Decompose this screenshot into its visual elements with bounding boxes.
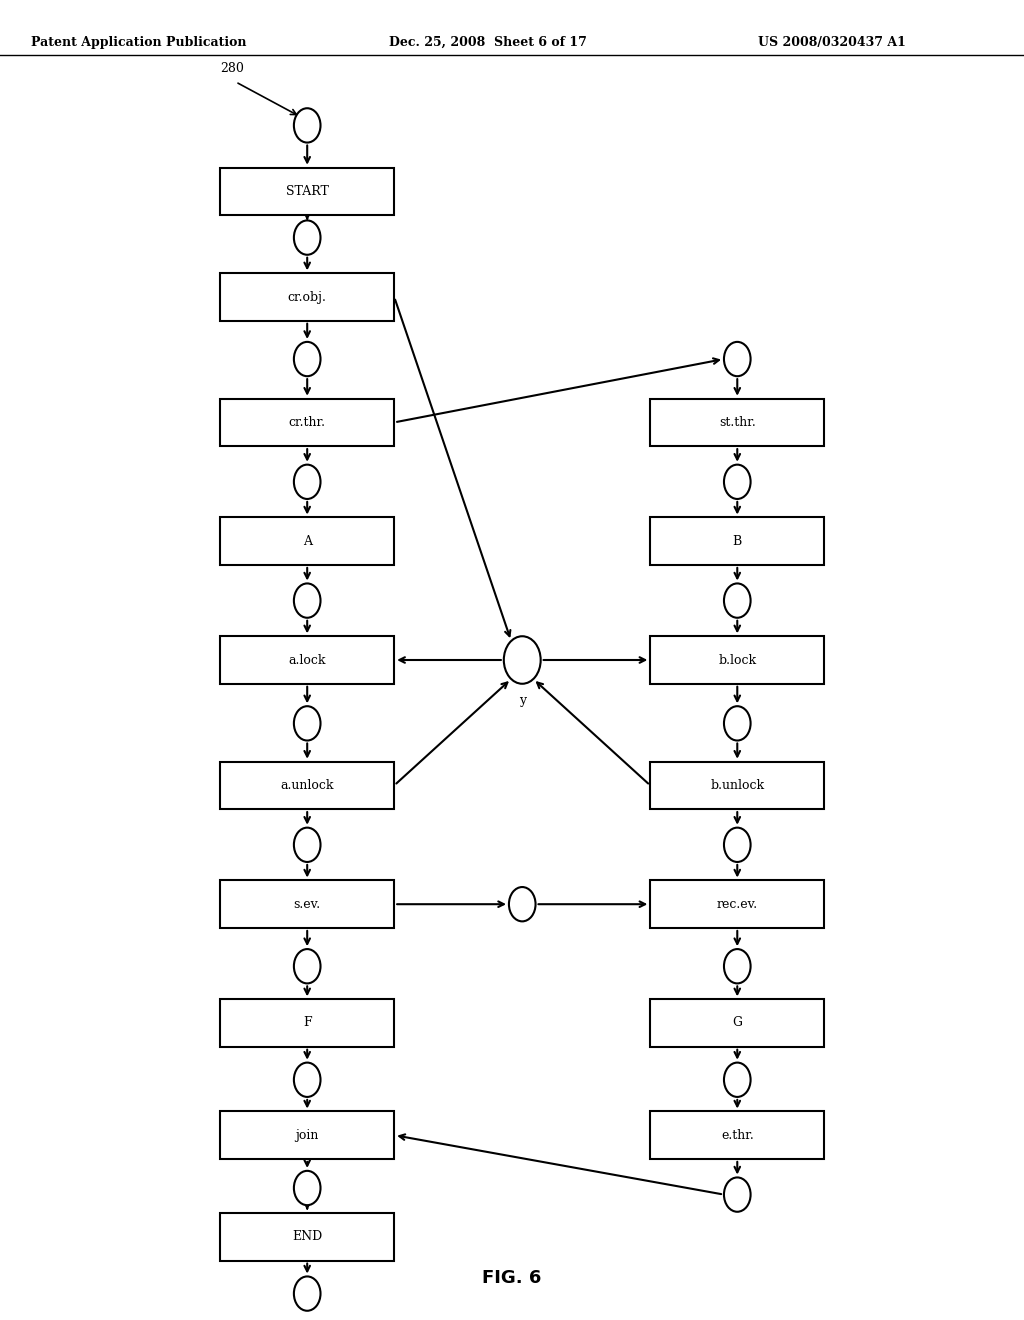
Text: Patent Application Publication: Patent Application Publication <box>31 36 246 49</box>
Bar <box>650 517 824 565</box>
Bar <box>220 762 394 809</box>
Bar <box>220 399 394 446</box>
Bar <box>220 273 394 321</box>
Text: join: join <box>296 1129 318 1142</box>
Circle shape <box>509 887 536 921</box>
Circle shape <box>724 342 751 376</box>
Bar <box>650 880 824 928</box>
Text: FIG. 6: FIG. 6 <box>482 1269 542 1287</box>
Text: a.unlock: a.unlock <box>281 779 334 792</box>
Text: B: B <box>732 535 742 548</box>
Text: e.thr.: e.thr. <box>721 1129 754 1142</box>
Circle shape <box>294 1276 321 1311</box>
Bar <box>220 880 394 928</box>
Text: G: G <box>732 1016 742 1030</box>
Text: 280: 280 <box>220 62 244 75</box>
Circle shape <box>724 706 751 741</box>
Text: b.unlock: b.unlock <box>711 779 764 792</box>
Text: rec.ev.: rec.ev. <box>717 898 758 911</box>
Text: START: START <box>286 185 329 198</box>
Bar <box>650 399 824 446</box>
Text: Dec. 25, 2008  Sheet 6 of 17: Dec. 25, 2008 Sheet 6 of 17 <box>389 36 587 49</box>
Text: a.lock: a.lock <box>289 653 326 667</box>
Circle shape <box>294 949 321 983</box>
Bar <box>220 1111 394 1159</box>
Bar <box>650 999 824 1047</box>
Text: y: y <box>519 694 525 708</box>
Bar <box>220 168 394 215</box>
Circle shape <box>294 108 321 143</box>
Bar <box>220 1213 394 1261</box>
Circle shape <box>294 706 321 741</box>
Circle shape <box>724 949 751 983</box>
Circle shape <box>294 342 321 376</box>
Circle shape <box>724 583 751 618</box>
Circle shape <box>724 465 751 499</box>
Circle shape <box>294 583 321 618</box>
Bar <box>650 762 824 809</box>
Bar <box>220 636 394 684</box>
Bar <box>220 517 394 565</box>
Text: b.lock: b.lock <box>718 653 757 667</box>
Bar <box>650 1111 824 1159</box>
Text: END: END <box>292 1230 323 1243</box>
Circle shape <box>724 828 751 862</box>
Circle shape <box>724 1063 751 1097</box>
Circle shape <box>724 1177 751 1212</box>
Bar <box>650 636 824 684</box>
Circle shape <box>294 465 321 499</box>
Circle shape <box>294 1171 321 1205</box>
Circle shape <box>504 636 541 684</box>
Text: st.thr.: st.thr. <box>719 416 756 429</box>
Circle shape <box>294 828 321 862</box>
Circle shape <box>294 1063 321 1097</box>
Text: A: A <box>303 535 311 548</box>
Bar <box>220 999 394 1047</box>
Text: cr.thr.: cr.thr. <box>289 416 326 429</box>
Circle shape <box>294 220 321 255</box>
Text: s.ev.: s.ev. <box>294 898 321 911</box>
Text: US 2008/0320437 A1: US 2008/0320437 A1 <box>758 36 905 49</box>
Text: cr.obj.: cr.obj. <box>288 290 327 304</box>
Text: F: F <box>303 1016 311 1030</box>
